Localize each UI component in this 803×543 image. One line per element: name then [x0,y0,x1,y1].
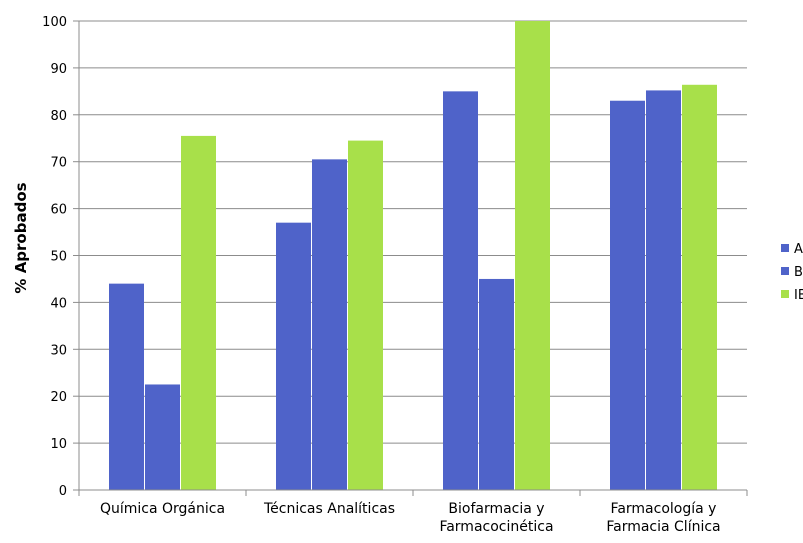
y-tick-label: 90 [50,62,67,77]
legend-swatch-b [781,267,789,275]
legend-label-ib: IB [794,288,803,303]
bar-ib [181,135,216,490]
y-tick-label: 80 [50,109,67,124]
y-tick-label: 70 [50,156,67,171]
y-tick-labels: 0 10 20 30 40 50 60 70 80 90 100 [42,15,67,499]
bar-b [646,90,681,491]
bar-ib [515,21,550,490]
x-tick-label: Técnicas Analíticas [263,501,395,517]
y-tick-label: 0 [59,484,67,499]
bar-b [145,384,180,490]
legend: AB IB [781,242,803,303]
bar-ib [348,140,383,490]
legend-swatch-ib [781,290,789,298]
y-tick-label: 10 [50,437,67,452]
x-tick-label: Biofarmacia y Farmacocinética [439,501,553,535]
y-tick-label: 40 [50,296,67,311]
x-tick-label: Química Orgánica [100,501,225,517]
bar-ib [682,84,717,490]
y-axis-label: % Aprobados [12,182,30,293]
y-tick-label: 100 [42,15,67,30]
bar-b [479,278,514,490]
axes [78,21,748,496]
y-tick-label: 20 [50,390,67,405]
x-tick-labels: Química Orgánica Técnicas Analíticas Biofa… [100,501,721,535]
legend-label-b: B [794,265,803,280]
bar-a [276,222,311,491]
y-tick-label: 30 [50,343,67,358]
bar-a [109,283,144,490]
x-tick-label: Farmacología y Farmacia Clínica [606,501,720,535]
legend-swatch-a [781,244,789,252]
bars [109,21,717,491]
y-tick-label: 50 [50,250,67,265]
legend-label-a: A [794,242,803,257]
bar-b [312,159,347,491]
y-tick-label: 60 [50,203,67,218]
bar-a [443,91,478,490]
bar-a [610,100,645,490]
